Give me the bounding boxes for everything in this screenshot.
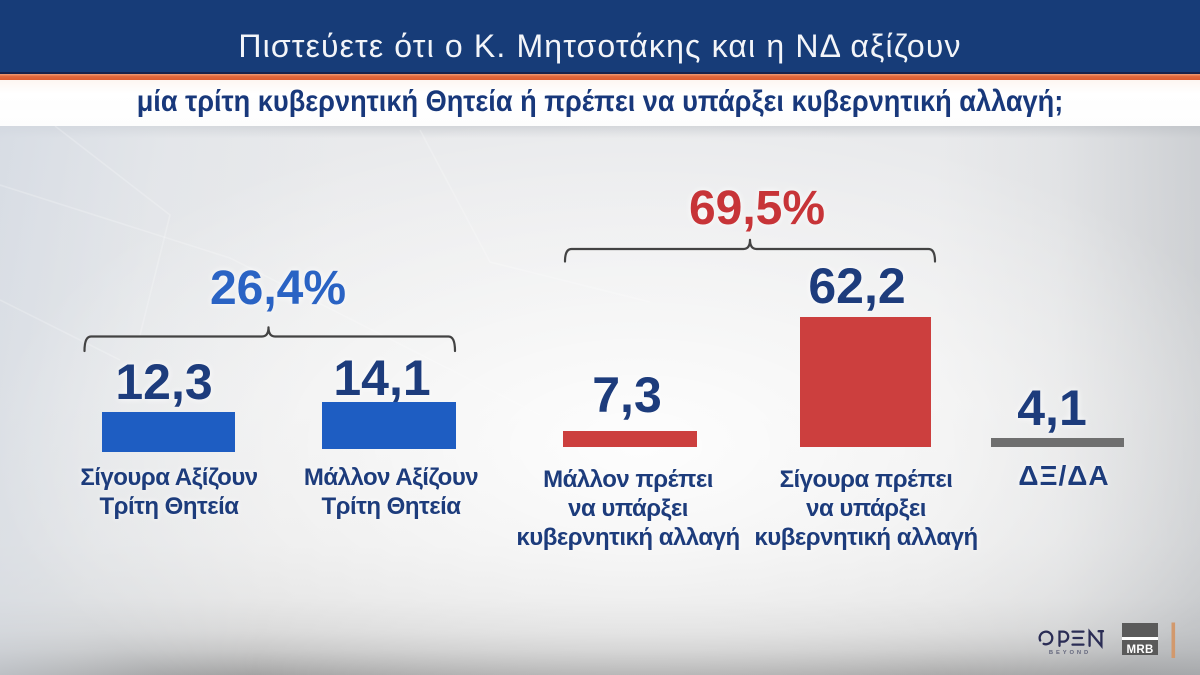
svg-text:BEYOND: BEYOND	[1049, 650, 1091, 656]
svg-text:MRB: MRB	[1126, 644, 1153, 656]
